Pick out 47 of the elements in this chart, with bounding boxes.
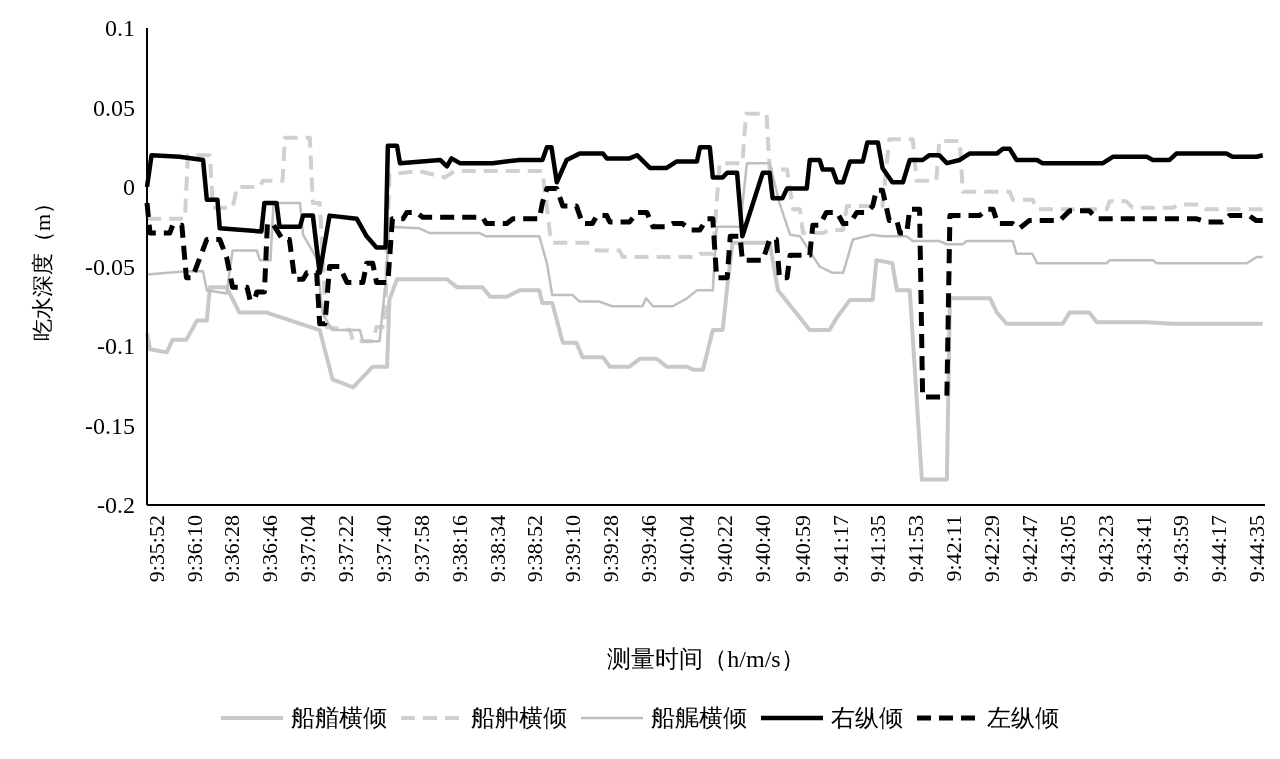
legend-label: 左纵倾	[987, 705, 1059, 731]
x-tick-label: 9:35:52	[143, 515, 169, 583]
line-series	[145, 240, 1265, 482]
x-tick-label: 9:40:59	[789, 515, 815, 583]
line-series	[145, 111, 1265, 344]
line-series	[145, 161, 1264, 343]
x-tick-label: 9:41:35	[865, 515, 891, 583]
x-tick-label: 9:38:16	[446, 515, 472, 583]
x-tick-label: 9:42:29	[979, 515, 1005, 583]
y-axis-title: 吃水深度（m）	[30, 191, 55, 342]
x-tick-label: 9:36:10	[181, 515, 207, 583]
y-tick-label: -0.2	[97, 492, 135, 518]
x-tick-label: 9:38:52	[522, 515, 548, 583]
x-tick-label: 9:42:47	[1016, 515, 1042, 583]
x-tick-label: 9:41:17	[827, 515, 853, 583]
x-tick-label: 9:42:11	[941, 515, 967, 582]
x-tick-label: 9:41:53	[903, 515, 929, 583]
x-tick-label: 9:39:10	[560, 515, 586, 583]
x-tick-label: 9:40:04	[673, 515, 699, 583]
y-tick-label: 0.05	[93, 94, 135, 121]
y-tick-label: 0	[123, 174, 135, 200]
x-axis-title: 测量时间（h/m/s）	[607, 646, 805, 672]
x-tick-label: 9:40:40	[749, 515, 775, 583]
x-tick-label: 9:43:05	[1054, 515, 1080, 583]
y-tick-label: 0.1	[105, 15, 135, 41]
legend-label: 船舯横倾	[471, 705, 567, 731]
legend-label: 船艉横倾	[651, 705, 747, 731]
x-tick-label: 9:37:04	[295, 515, 321, 583]
x-tick-label: 9:37:58	[408, 515, 434, 583]
x-tick-label: 9:37:40	[370, 515, 396, 583]
x-tick-label: 9:36:28	[219, 515, 245, 583]
legend-label: 右纵倾	[831, 705, 903, 731]
legend-label: 船艏横倾	[291, 705, 387, 731]
x-tick-label: 9:40:22	[711, 515, 737, 583]
x-tick-label: 9:37:22	[333, 515, 359, 583]
x-tick-label: 9:36:46	[257, 515, 283, 583]
x-tick-label: 9:44:17	[1206, 515, 1232, 583]
y-tick-label: -0.05	[85, 253, 135, 280]
x-tick-label: 9:39:46	[636, 515, 662, 583]
x-tick-label: 9:43:23	[1092, 515, 1118, 583]
x-tick-label: 9:39:28	[598, 515, 624, 583]
x-tick-label: 9:44:35	[1244, 515, 1270, 583]
y-tick-label: -0.15	[85, 412, 135, 439]
y-tick-label: -0.1	[97, 333, 135, 359]
x-tick-label: 9:38:34	[484, 515, 510, 583]
x-tick-label: 9:43:41	[1130, 515, 1156, 583]
x-tick-label: 9:43:59	[1168, 515, 1194, 583]
